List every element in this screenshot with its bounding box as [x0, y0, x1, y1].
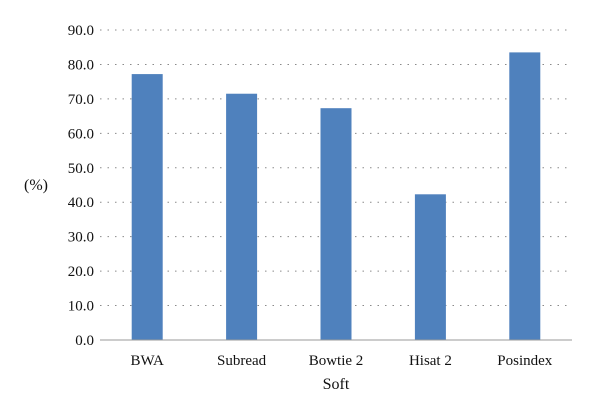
x-tick-label: Bowtie 2: [309, 353, 364, 369]
y-tick-label: 0.0: [75, 333, 94, 349]
bars: [131, 52, 541, 341]
y-tick-label: 10.0: [68, 299, 94, 315]
y-tick-label: 30.0: [68, 230, 94, 246]
x-tick-label: Subread: [217, 353, 267, 369]
x-tick-label: Posindex: [497, 353, 553, 369]
x-tick-label: Hisat 2: [409, 353, 452, 369]
y-tick-label: 60.0: [68, 126, 94, 142]
bar-posindex: [509, 52, 541, 341]
x-axis-label: Soft: [323, 376, 350, 393]
y-axis-label: (%): [24, 177, 48, 194]
y-tick-label: 70.0: [68, 92, 94, 108]
y-tick-label: 40.0: [68, 195, 94, 211]
x-tick-label: BWA: [131, 353, 165, 369]
bar-subread: [226, 93, 258, 340]
bar-bwa: [131, 74, 163, 340]
bar-bowtie-2: [320, 108, 352, 340]
y-tick-label: 50.0: [68, 161, 94, 177]
y-tick-label: 20.0: [68, 264, 94, 280]
x-tick-labels: BWA Subread Bowtie 2 Hisat 2 Posindex: [131, 353, 553, 369]
y-tick-label: 80.0: [68, 57, 94, 73]
y-tick-labels: 0.0 10.0 20.0 30.0 40.0 50.0 60.0 70.0 80.0 90.0: [68, 23, 94, 349]
bar-hisat-2: [414, 194, 446, 340]
y-tick-label: 90.0: [68, 23, 94, 39]
